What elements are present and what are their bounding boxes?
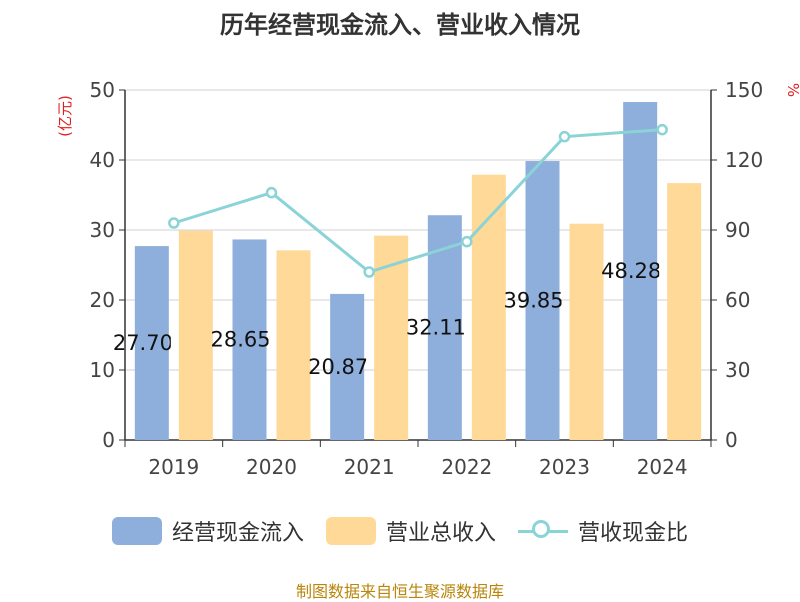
point-cash-ratio bbox=[656, 123, 668, 136]
point-cash-ratio bbox=[168, 217, 180, 229]
y-left-tick-label: 40 bbox=[90, 148, 115, 172]
data-label-cash-inflow: 39.85 bbox=[504, 289, 564, 313]
y-right-tick-label: 120 bbox=[725, 148, 763, 172]
data-label-cash-inflow: 27.70 bbox=[113, 331, 173, 355]
data-source-note: 制图数据来自恒生聚源数据库 bbox=[295, 582, 504, 601]
legend-swatch-cash-ratio bbox=[518, 517, 568, 545]
point-cash-ratio bbox=[265, 186, 278, 199]
x-tick-label: 2020 bbox=[246, 455, 297, 479]
y-left-tick-label: 0 bbox=[102, 428, 115, 452]
x-tick-label: 2022 bbox=[441, 455, 492, 479]
y-right-tick-label: 0 bbox=[725, 428, 738, 452]
bar-revenue bbox=[569, 223, 604, 440]
y-right-tick-label: 60 bbox=[725, 288, 750, 312]
bar-cash-inflow bbox=[134, 246, 169, 440]
x-tick-label: 2021 bbox=[344, 455, 395, 479]
legend-label-revenue: 营业总收入 bbox=[385, 521, 496, 546]
legend-label-cash-ratio: 营收现金比 bbox=[578, 521, 689, 546]
x-tick-label: 2019 bbox=[148, 455, 199, 479]
bar-revenue bbox=[276, 250, 311, 440]
line-cash-ratio bbox=[173, 128, 663, 274]
bar-cash-inflow bbox=[330, 293, 365, 440]
y-left-tick-label: 10 bbox=[90, 358, 115, 382]
legend-label-cash-inflow: 经营现金流入 bbox=[171, 521, 304, 546]
chart-title: 历年经营现金流入、营业收入情况 bbox=[220, 11, 580, 39]
bar-cash-inflow bbox=[525, 161, 560, 441]
point-cash-ratio bbox=[461, 235, 473, 248]
y-right-axis-label: % bbox=[784, 83, 800, 97]
y-right-tick-label: 30 bbox=[725, 358, 750, 382]
legend-swatch-cash-inflow bbox=[111, 517, 162, 545]
y-left-tick-label: 30 bbox=[90, 218, 115, 242]
y-right-tick-label: 90 bbox=[725, 218, 750, 242]
y-right-tick-label: 150 bbox=[725, 78, 763, 102]
data-label-cash-inflow: 28.65 bbox=[211, 328, 271, 352]
bar-cash-inflow bbox=[232, 239, 267, 440]
bar-cash-inflow bbox=[623, 102, 658, 440]
legend: 经营现金流入 营业总收入 营收现金比 bbox=[0, 515, 800, 547]
legend-item-cash-inflow[interactable]: 经营现金流入 bbox=[111, 515, 304, 547]
bar-revenue bbox=[667, 183, 702, 440]
y-left-tick-label: 20 bbox=[90, 288, 115, 312]
y-left-axis-label: (亿元) bbox=[56, 95, 74, 137]
data-label-cash-inflow: 20.87 bbox=[308, 355, 368, 379]
data-label-cash-inflow: 48.28 bbox=[601, 259, 661, 283]
x-tick-label: 2024 bbox=[637, 455, 688, 479]
data-label-cash-inflow: 32.11 bbox=[406, 316, 466, 340]
bar-revenue bbox=[178, 230, 213, 440]
point-cash-ratio bbox=[363, 266, 375, 278]
bar-revenue bbox=[471, 174, 506, 440]
legend-item-revenue[interactable]: 营业总收入 bbox=[325, 515, 496, 547]
legend-item-cash-ratio[interactable]: 营收现金比 bbox=[518, 515, 688, 547]
y-left-tick-label: 50 bbox=[90, 78, 115, 102]
legend-swatch-revenue bbox=[325, 517, 376, 545]
x-tick-label: 2023 bbox=[539, 455, 590, 479]
point-cash-ratio bbox=[558, 130, 571, 143]
